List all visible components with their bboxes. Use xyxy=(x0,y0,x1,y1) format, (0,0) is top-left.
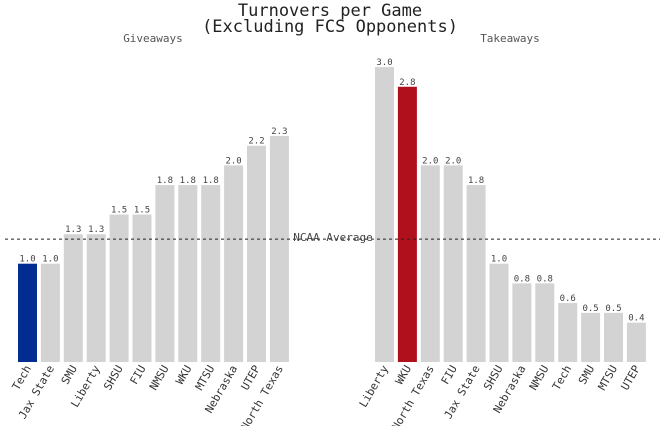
giveaways-bar xyxy=(178,185,198,362)
takeaways-value-label: 2.0 xyxy=(445,156,461,166)
takeaways-value-label: 0.4 xyxy=(628,314,644,324)
takeaways-value-label: 0.8 xyxy=(514,274,530,284)
giveaways-value-label: 2.0 xyxy=(225,156,241,166)
takeaways-value-label: 2.8 xyxy=(399,78,415,88)
giveaways-value-label: 1.5 xyxy=(111,206,127,216)
giveaways-tick-label: SMU xyxy=(59,363,80,387)
giveaways-value-label: 2.2 xyxy=(248,137,264,147)
takeaways-bar xyxy=(604,312,623,362)
takeaways-value-label: 0.5 xyxy=(582,304,598,314)
giveaways-bar xyxy=(40,263,60,362)
takeaways-tick-label: MTSU xyxy=(596,363,621,392)
takeaways-tick-label: Liberty xyxy=(357,363,392,410)
giveaways-value-label: 1.0 xyxy=(42,255,58,265)
takeaways-bar xyxy=(466,185,486,362)
giveaways-bar xyxy=(86,234,106,362)
takeaways-tick-label: Tech xyxy=(550,363,575,392)
takeaways-bar xyxy=(581,312,601,362)
chart-title-line-1: Turnovers per Game xyxy=(238,1,422,21)
giveaways-value-label: 1.3 xyxy=(88,225,104,235)
takeaways-bar xyxy=(512,283,532,362)
takeaways-value-label: 2.0 xyxy=(422,156,438,166)
takeaways-bar xyxy=(535,283,555,362)
takeaways-panel-title: Takeaways xyxy=(480,32,540,45)
giveaways-value-label: 1.3 xyxy=(65,225,81,235)
takeaways-value-label: 0.5 xyxy=(605,304,621,314)
giveaways-tick-label: NMSU xyxy=(147,363,172,392)
takeaways-bar xyxy=(626,322,646,362)
giveaways-bar xyxy=(201,185,221,362)
takeaways-tick-label: UTEP xyxy=(618,363,643,393)
giveaways-bar xyxy=(132,214,152,362)
giveaways-bar xyxy=(224,165,244,362)
ncaa-average-label: NCAA Average xyxy=(293,231,372,244)
giveaways-value-label: 1.8 xyxy=(157,176,173,186)
takeaways-tick-label: SMU xyxy=(576,363,597,387)
giveaways-tick-label: FIU xyxy=(127,363,148,387)
giveaways-value-label: 1.0 xyxy=(19,255,35,265)
takeaways-bar xyxy=(375,67,394,362)
takeaways-bar xyxy=(489,263,509,362)
giveaways-value-label: 1.8 xyxy=(203,176,219,186)
takeaways-tick-label: NMSU xyxy=(527,363,552,392)
giveaways-tick-label: WKU xyxy=(173,363,194,387)
takeaways-value-label: 3.0 xyxy=(376,58,392,68)
giveaways-value-label: 1.8 xyxy=(180,176,196,186)
takeaways-value-label: 1.8 xyxy=(468,176,484,186)
takeaways-bar xyxy=(443,165,463,362)
giveaways-bar xyxy=(247,145,266,362)
takeaways-tick-label: WKU xyxy=(393,363,414,387)
takeaways-value-label: 1.0 xyxy=(491,255,507,265)
giveaways-panel-title: Giveaways xyxy=(123,32,183,45)
chart-title-line-2: (Excluding FCS Opponents) xyxy=(202,17,458,37)
giveaways-tick-label: SHSU xyxy=(101,363,126,392)
takeaways-bar xyxy=(420,165,440,362)
giveaways-bar xyxy=(63,234,83,362)
giveaways-bar xyxy=(269,135,289,362)
giveaways-bar xyxy=(155,185,175,362)
giveaways-value-label: 1.5 xyxy=(134,206,150,216)
takeaways-value-label: 0.8 xyxy=(537,274,553,284)
giveaways-bar xyxy=(18,263,37,362)
takeaways-bar xyxy=(558,303,578,362)
giveaways-value-label: 2.3 xyxy=(271,127,287,137)
takeaways-bar xyxy=(397,86,417,362)
takeaways-value-label: 0.6 xyxy=(560,294,576,304)
giveaways-bar xyxy=(109,214,129,362)
takeaways-tick-label: FIU xyxy=(439,363,460,387)
